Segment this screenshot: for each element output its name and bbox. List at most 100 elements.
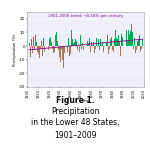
Bar xyxy=(126,30,127,46)
Text: Precipitation: Precipitation xyxy=(51,106,99,116)
Bar xyxy=(89,38,90,46)
Bar xyxy=(42,46,43,56)
Bar xyxy=(95,46,96,49)
Bar xyxy=(119,41,120,46)
Bar xyxy=(114,39,115,46)
Bar xyxy=(134,38,135,46)
Bar xyxy=(128,30,129,46)
Bar xyxy=(83,46,84,50)
Bar xyxy=(36,42,37,46)
Bar xyxy=(78,45,79,46)
Bar xyxy=(91,42,92,46)
Bar xyxy=(58,46,59,50)
Bar xyxy=(72,39,73,46)
Bar xyxy=(67,46,68,52)
Bar xyxy=(79,46,80,52)
Bar xyxy=(98,39,99,46)
Bar xyxy=(33,37,34,46)
Bar xyxy=(41,41,42,46)
Bar xyxy=(40,46,41,49)
Bar xyxy=(129,34,130,46)
Bar xyxy=(113,46,114,52)
Bar xyxy=(37,46,38,52)
Text: 1901–2009: 1901–2009 xyxy=(54,130,96,140)
Bar xyxy=(94,46,95,53)
Bar xyxy=(74,42,75,46)
Bar xyxy=(102,42,103,46)
Bar xyxy=(51,42,52,46)
Bar xyxy=(30,46,31,57)
Bar xyxy=(123,35,124,46)
Bar xyxy=(82,43,83,46)
Bar xyxy=(59,46,60,57)
Bar xyxy=(141,46,142,49)
Text: Figure 1.: Figure 1. xyxy=(56,96,94,105)
Bar xyxy=(32,46,33,53)
Bar xyxy=(70,46,71,54)
Bar xyxy=(60,46,61,62)
Bar xyxy=(43,38,44,46)
Bar xyxy=(88,43,89,46)
Text: 1901-2009 trend: +0.18% per century: 1901-2009 trend: +0.18% per century xyxy=(48,14,123,18)
Bar xyxy=(71,30,72,46)
Bar xyxy=(109,46,110,49)
Bar xyxy=(50,37,51,46)
Bar xyxy=(99,46,100,50)
Bar xyxy=(135,46,136,53)
Bar xyxy=(81,46,82,49)
Bar xyxy=(132,32,133,46)
Bar xyxy=(118,35,119,46)
Bar xyxy=(68,38,69,46)
Bar xyxy=(54,46,55,52)
Bar xyxy=(29,43,30,46)
Bar xyxy=(120,46,121,56)
Bar xyxy=(133,46,134,49)
Bar xyxy=(116,38,117,46)
Bar xyxy=(64,46,65,53)
Bar xyxy=(92,45,93,46)
Bar xyxy=(52,46,53,49)
Bar xyxy=(110,39,111,46)
Bar xyxy=(73,43,74,46)
Bar xyxy=(130,31,131,46)
X-axis label: Year: Year xyxy=(81,99,90,103)
Bar xyxy=(57,41,58,46)
Bar xyxy=(90,46,91,52)
Bar xyxy=(138,39,139,46)
Bar xyxy=(112,46,113,50)
Bar xyxy=(103,46,104,52)
Bar xyxy=(142,39,143,46)
Bar xyxy=(139,35,140,46)
Bar xyxy=(84,46,85,56)
Bar xyxy=(53,46,54,53)
Bar xyxy=(137,41,138,46)
Bar xyxy=(100,39,101,46)
Bar xyxy=(117,39,118,46)
Bar xyxy=(127,41,128,46)
Bar xyxy=(140,46,141,52)
Bar xyxy=(131,24,132,46)
Bar xyxy=(121,34,122,46)
Bar xyxy=(35,35,36,46)
Bar xyxy=(75,39,76,46)
Bar xyxy=(39,46,40,58)
Bar xyxy=(69,46,70,56)
Bar xyxy=(76,41,77,46)
Bar xyxy=(101,45,102,46)
Bar xyxy=(77,46,78,50)
Bar xyxy=(63,46,64,68)
Bar xyxy=(122,37,123,46)
Bar xyxy=(93,42,94,46)
Bar xyxy=(48,46,49,50)
Bar xyxy=(96,38,97,46)
Bar xyxy=(34,46,35,50)
Bar xyxy=(136,46,137,50)
Bar xyxy=(56,32,57,46)
Bar xyxy=(115,30,116,46)
Bar xyxy=(31,39,32,46)
Bar xyxy=(87,41,88,46)
Bar xyxy=(45,46,46,60)
Bar xyxy=(97,46,98,47)
Y-axis label: Precipitation (%): Precipitation (%) xyxy=(13,33,17,66)
Bar xyxy=(61,46,62,49)
